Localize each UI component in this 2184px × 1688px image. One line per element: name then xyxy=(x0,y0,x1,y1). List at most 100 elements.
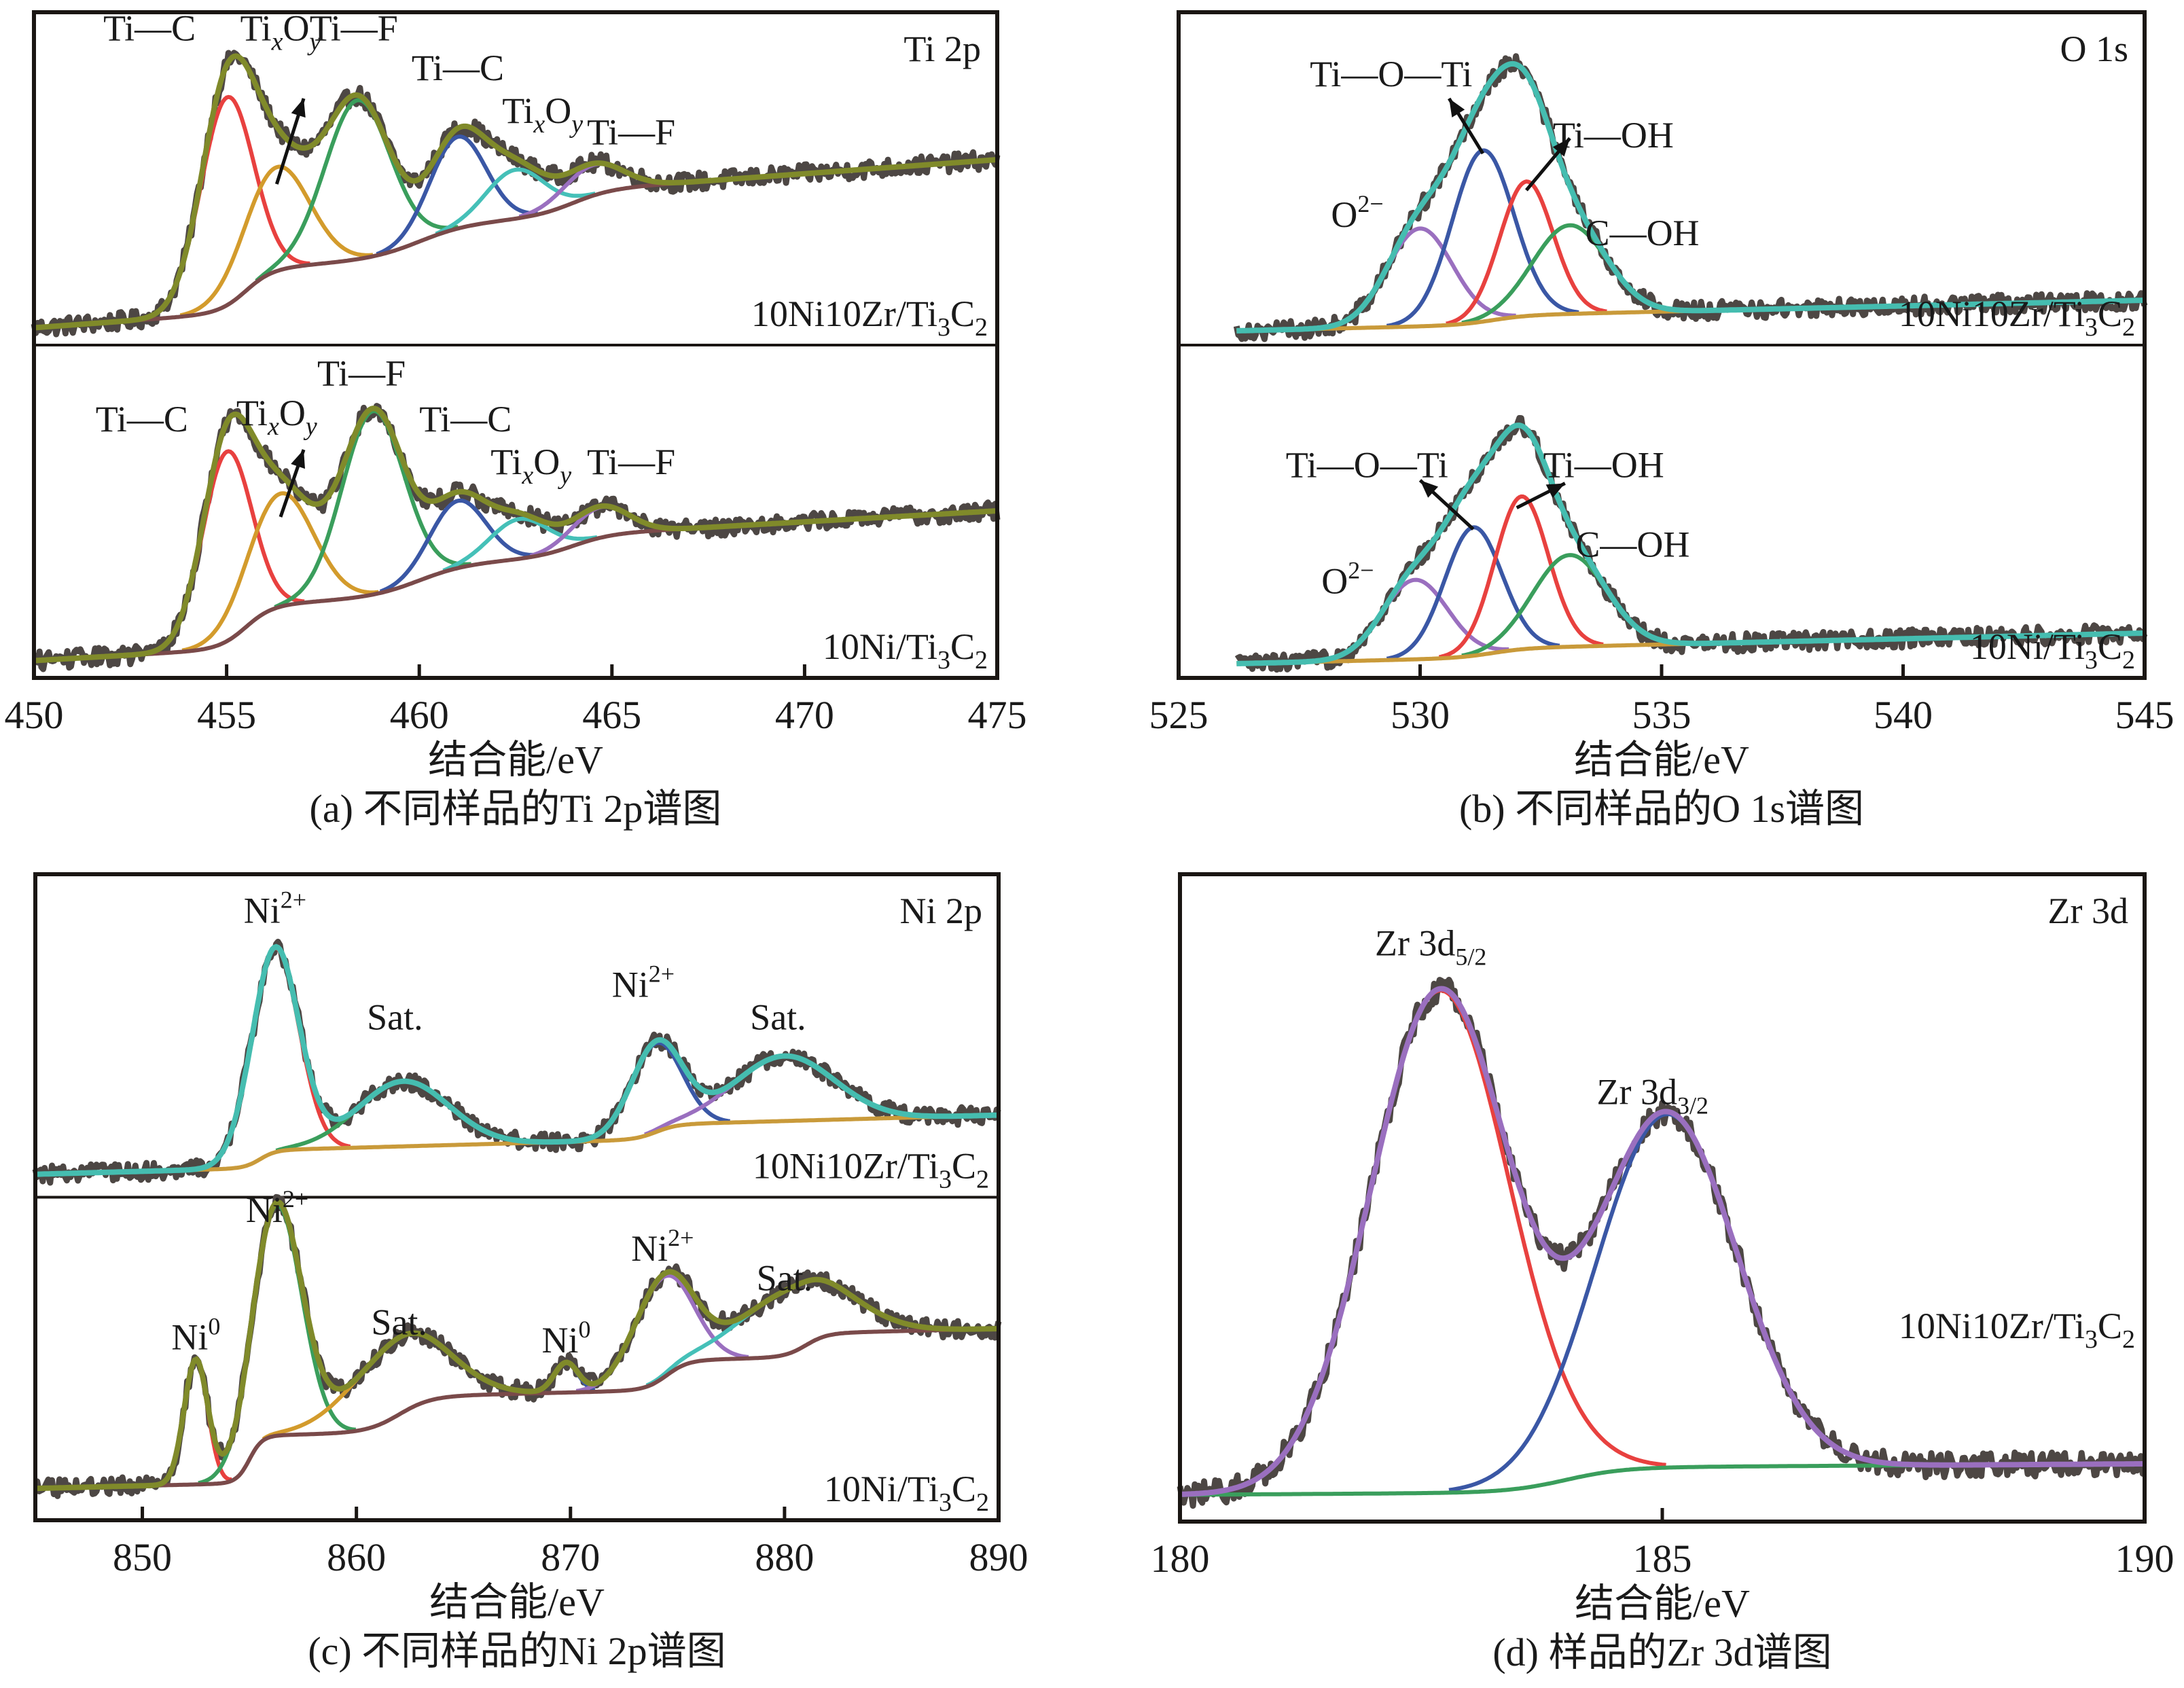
x-tick-label: 890 xyxy=(969,1535,1028,1579)
peak-label: Ti—OH xyxy=(1553,115,1674,156)
x-tick-label: 475 xyxy=(968,693,1027,737)
peak-label: Sat. xyxy=(750,996,806,1037)
sample-label: 10Ni/Ti3C2 xyxy=(823,626,988,675)
peak-label: Ti—F xyxy=(310,8,398,49)
component-peak xyxy=(181,491,379,653)
peak-label: Ni2+ xyxy=(631,1224,694,1269)
peak-label: Ni0 xyxy=(171,1312,220,1357)
background-line xyxy=(35,1327,999,1491)
peak-label: Ti—C xyxy=(419,399,512,439)
panel-title: O 1s xyxy=(2060,29,2128,69)
panel-caption: (b) 不同样品的O 1s谱图 xyxy=(1459,787,1864,831)
peak-label: TixOy xyxy=(240,8,321,56)
sample-label: 10Ni10Zr/Ti3C2 xyxy=(1899,1306,2135,1354)
arrow-head xyxy=(1552,138,1570,157)
plot-frame xyxy=(1178,872,2147,1524)
peak-label: Sat. xyxy=(371,1302,427,1343)
peak-label: O2− xyxy=(1321,557,1374,602)
subplot-1: Ni0 Ni2+ Sat. Ni0 Ni2+ Sat. 10Ni/Ti3C2 xyxy=(33,1185,1002,1517)
x-tick-label: 465 xyxy=(582,693,641,737)
peak-label: TixOy xyxy=(236,393,317,441)
x-tick-label: 185 xyxy=(1633,1537,1692,1581)
peak-label: Ti—O—Ti xyxy=(1286,445,1448,486)
component-peak xyxy=(442,516,598,573)
fit-envelope xyxy=(35,1199,999,1492)
component-peak xyxy=(379,498,537,594)
x-tick-label: 530 xyxy=(1391,693,1450,737)
peak-label: Ti—OH xyxy=(1543,445,1664,486)
x-tick-label: 525 xyxy=(1149,693,1209,737)
fit-envelope xyxy=(35,944,999,1177)
x-tick-label: 460 xyxy=(390,693,449,737)
sample-label: 10Ni10Zr/Ti3C2 xyxy=(1899,293,2135,342)
sample-label: 10Ni/Ti3C2 xyxy=(1970,626,2135,675)
sample-label: 10Ni10Zr/Ti3C2 xyxy=(751,293,988,342)
peak-label: Ti—F xyxy=(587,112,675,153)
component-peak xyxy=(435,167,596,236)
subplot-0: Ti—O—Ti Ti—OH O2− C—OH 10Ni10Zr/Ti3C2 xyxy=(1233,53,2148,342)
panel-title: Zr 3d xyxy=(2048,891,2128,931)
x-tick-label: 455 xyxy=(197,693,256,737)
peak-label: Ni2+ xyxy=(612,960,675,1005)
x-tick-label: 545 xyxy=(2115,693,2174,737)
component-peak xyxy=(376,134,538,257)
panel-zr-3d: Zr 3d5/2 Zr 3d3/2 10Ni10Zr/Ti3C2 Zr 3d 180 18… xyxy=(1151,872,2174,1674)
panel-caption: (c) 不同样品的Ni 2p谱图 xyxy=(308,1629,726,1673)
subplot-0: Zr 3d5/2 Zr 3d3/2 10Ni10Zr/Ti3C2 xyxy=(1177,922,2146,1509)
component-peak xyxy=(200,946,351,1170)
component-peak xyxy=(1446,179,1607,326)
peak-label: Ti—C xyxy=(412,48,504,88)
x-tick-label: 190 xyxy=(2115,1537,2174,1581)
peak-label: Ti—O—Ti xyxy=(1310,54,1472,94)
panel-title: Ni 2p xyxy=(900,891,983,931)
x-tick-label: 470 xyxy=(775,693,834,737)
x-axis-title: 结合能/eV xyxy=(429,1580,605,1624)
peak-label: Zr 3d3/2 xyxy=(1597,1071,1708,1119)
x-tick-label: 860 xyxy=(327,1535,386,1579)
arrow-head xyxy=(1449,98,1465,118)
x-tick-label: 180 xyxy=(1151,1537,1210,1581)
peak-label: Zr 3d5/2 xyxy=(1375,922,1486,970)
x-axis-title: 结合能/eV xyxy=(1575,1581,1750,1626)
fit-envelope xyxy=(33,53,998,331)
peak-label: Ti—F xyxy=(317,353,406,394)
peak-label: Ni2+ xyxy=(246,1185,308,1230)
peak-label: Ti—F xyxy=(587,442,675,482)
x-axis-title: 结合能/eV xyxy=(1574,738,1749,782)
plot-frame xyxy=(32,10,999,680)
plot-frame xyxy=(33,872,1001,1522)
fit-envelope xyxy=(1236,60,2145,334)
x-tick-label: 535 xyxy=(1632,693,1691,737)
peak-label: Ni0 xyxy=(541,1316,590,1361)
arrow-head xyxy=(1545,483,1565,499)
fit-envelope xyxy=(1179,986,2145,1497)
subplot-0: Ni2+ Sat. Ni2+ Sat. 10Ni10Zr/Ti3C2 xyxy=(32,886,1001,1194)
arrow-head xyxy=(291,450,305,469)
component-peak xyxy=(255,98,459,283)
peak-label: TixOy xyxy=(502,90,583,139)
arrow-head xyxy=(1420,480,1439,498)
panel-caption: (d) 样品的Zr 3d谱图 xyxy=(1492,1630,1831,1674)
x-axis-title: 结合能/eV xyxy=(428,738,603,782)
raw-spectrum xyxy=(1177,977,2146,1509)
arrow-head xyxy=(291,98,306,118)
peak-label: O2− xyxy=(1331,190,1383,235)
peak-label: C—OH xyxy=(1586,213,1700,253)
component-peak xyxy=(1438,494,1604,660)
sample-label: 10Ni10Zr/Ti3C2 xyxy=(753,1146,989,1194)
sample-label: 10Ni/Ti3C2 xyxy=(824,1469,989,1517)
subplot-1: Ti—O—Ti Ti—OH O2− C—OH 10Ni/Ti3C2 xyxy=(1234,415,2148,675)
peak-label: Sat. xyxy=(367,996,423,1037)
x-tick-label: 540 xyxy=(1874,693,1933,737)
peak-label: C—OH xyxy=(1575,524,1689,565)
component-peak xyxy=(198,1202,356,1486)
peak-label: Ni2+ xyxy=(244,886,306,931)
component-peak xyxy=(1215,988,1666,1494)
x-tick-label: 880 xyxy=(755,1535,814,1579)
fit-envelope xyxy=(33,406,998,664)
peak-label: TixOy xyxy=(490,442,571,490)
